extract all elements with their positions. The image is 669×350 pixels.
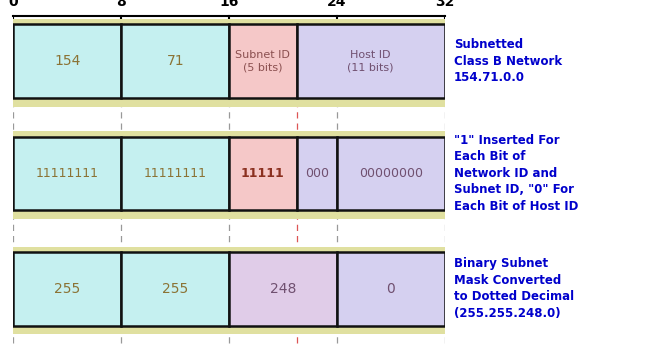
- Text: Subnetted
Class B Network
154.71.0.0: Subnetted Class B Network 154.71.0.0: [454, 38, 562, 84]
- Text: 00000000: 00000000: [359, 167, 423, 180]
- Bar: [13, 25, 121, 98]
- Text: 24: 24: [327, 0, 347, 9]
- Bar: [229, 136, 296, 210]
- Text: 71: 71: [167, 54, 184, 68]
- Bar: [121, 136, 229, 210]
- Bar: [13, 131, 445, 219]
- Text: 255: 255: [54, 282, 80, 296]
- Text: Host ID
(11 bits): Host ID (11 bits): [347, 50, 394, 72]
- Bar: [121, 25, 229, 98]
- Text: 8: 8: [116, 0, 126, 9]
- Text: 16: 16: [219, 0, 239, 9]
- Bar: [13, 19, 445, 107]
- Text: 11111111: 11111111: [36, 167, 99, 180]
- Text: Subnet ID
(5 bits): Subnet ID (5 bits): [235, 50, 290, 72]
- Bar: [13, 247, 445, 334]
- Text: 000: 000: [305, 167, 328, 180]
- Text: 11111111: 11111111: [144, 167, 207, 180]
- Bar: [229, 252, 337, 326]
- Text: 248: 248: [270, 282, 296, 296]
- Bar: [121, 252, 229, 326]
- Bar: [13, 136, 121, 210]
- Text: 0: 0: [387, 282, 395, 296]
- Bar: [337, 136, 445, 210]
- Bar: [296, 25, 445, 98]
- Text: 32: 32: [436, 0, 454, 9]
- Text: Binary Subnet
Mask Converted
to Dotted Decimal
(255.255.248.0): Binary Subnet Mask Converted to Dotted D…: [454, 258, 574, 320]
- Text: 255: 255: [162, 282, 188, 296]
- Text: "1" Inserted For
Each Bit of
Network ID and
Subnet ID, "0" For
Each Bit of Host : "1" Inserted For Each Bit of Network ID …: [454, 134, 578, 213]
- Bar: [337, 252, 445, 326]
- Text: 0: 0: [9, 0, 18, 9]
- Text: 154: 154: [54, 54, 80, 68]
- Text: 11111: 11111: [241, 167, 285, 180]
- Bar: [13, 252, 121, 326]
- Bar: [296, 136, 337, 210]
- Bar: [229, 25, 296, 98]
